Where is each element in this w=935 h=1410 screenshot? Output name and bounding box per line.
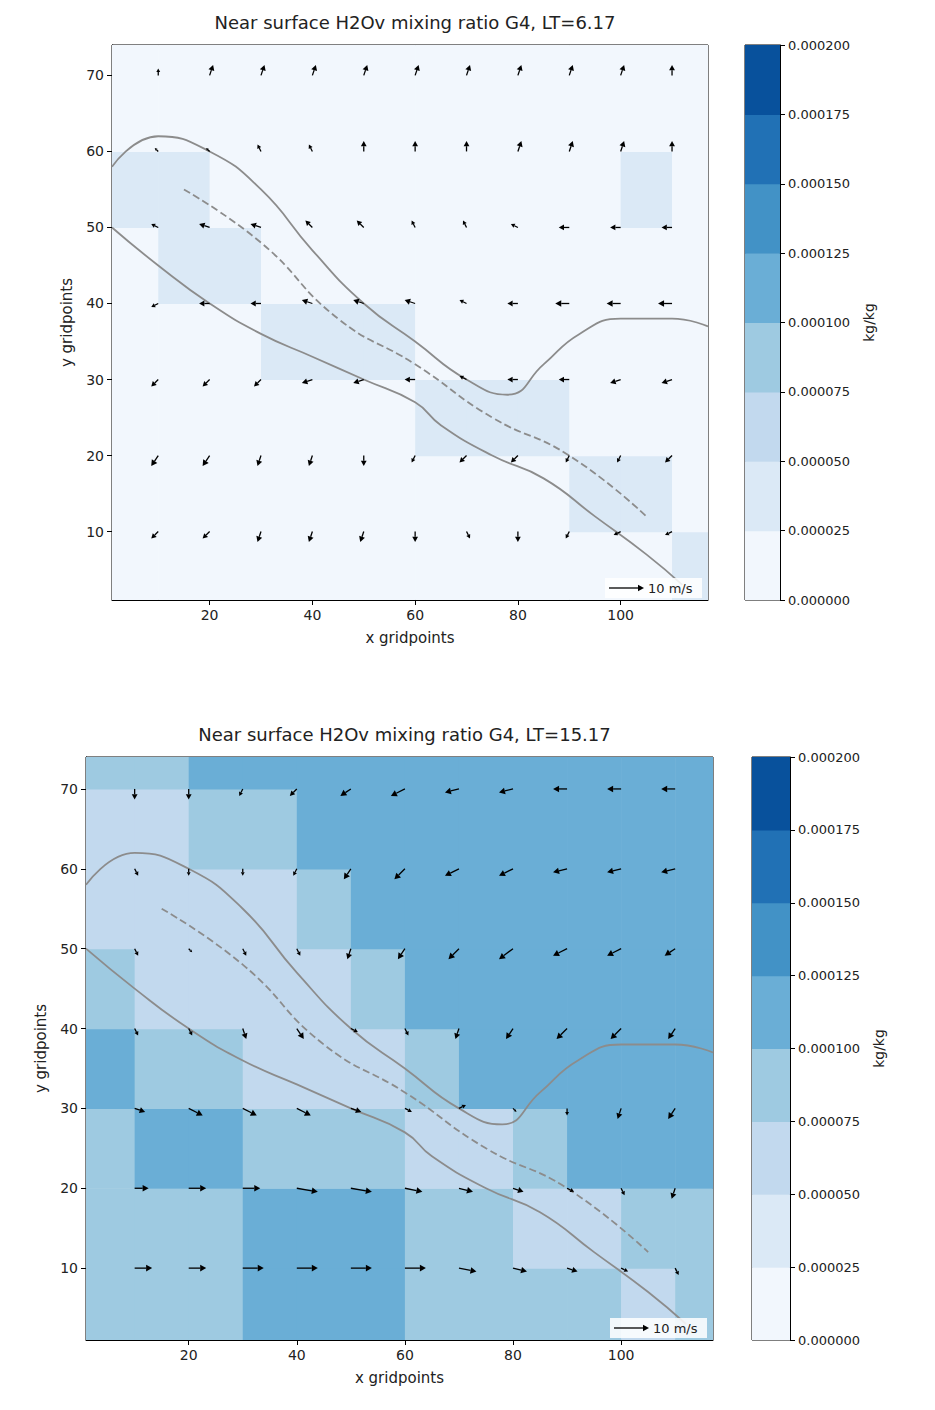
svg-text:0.000200: 0.000200 bbox=[788, 38, 850, 53]
svg-text:10 m/s: 10 m/s bbox=[653, 1321, 698, 1336]
svg-text:kg/kg: kg/kg bbox=[871, 1029, 887, 1068]
svg-text:50: 50 bbox=[86, 219, 104, 235]
svg-text:0.000100: 0.000100 bbox=[798, 1041, 860, 1056]
svg-text:0.000125: 0.000125 bbox=[788, 246, 850, 261]
svg-text:100: 100 bbox=[608, 1347, 635, 1363]
svg-text:0.000075: 0.000075 bbox=[788, 384, 850, 399]
svg-text:60: 60 bbox=[406, 607, 424, 623]
svg-text:0.000125: 0.000125 bbox=[798, 968, 860, 983]
svg-text:20: 20 bbox=[86, 448, 104, 464]
svg-text:0.000175: 0.000175 bbox=[788, 107, 850, 122]
svg-text:0.000000: 0.000000 bbox=[788, 593, 850, 608]
svg-text:0.000175: 0.000175 bbox=[798, 822, 860, 837]
svg-text:40: 40 bbox=[60, 1021, 78, 1037]
svg-text:20: 20 bbox=[60, 1180, 78, 1196]
svg-text:30: 30 bbox=[60, 1100, 78, 1116]
svg-text:Near surface H2Ov mixing ratio: Near surface H2Ov mixing ratio G4, LT=15… bbox=[198, 724, 610, 745]
svg-text:x gridpoints: x gridpoints bbox=[355, 1369, 444, 1387]
svg-text:60: 60 bbox=[396, 1347, 414, 1363]
svg-text:x gridpoints: x gridpoints bbox=[365, 629, 454, 647]
svg-text:0.000050: 0.000050 bbox=[798, 1187, 860, 1202]
svg-text:40: 40 bbox=[303, 607, 321, 623]
svg-text:30: 30 bbox=[86, 372, 104, 388]
svg-text:40: 40 bbox=[288, 1347, 306, 1363]
svg-text:Near surface H2Ov mixing ratio: Near surface H2Ov mixing ratio G4, LT=6.… bbox=[215, 12, 616, 33]
svg-text:10: 10 bbox=[60, 1260, 78, 1276]
svg-text:70: 70 bbox=[60, 781, 78, 797]
svg-text:60: 60 bbox=[60, 861, 78, 877]
svg-text:70: 70 bbox=[86, 67, 104, 83]
svg-text:0.000025: 0.000025 bbox=[788, 523, 850, 538]
svg-text:20: 20 bbox=[180, 1347, 198, 1363]
svg-text:0.000150: 0.000150 bbox=[798, 895, 860, 910]
svg-text:0.000075: 0.000075 bbox=[798, 1114, 860, 1129]
svg-text:100: 100 bbox=[607, 607, 634, 623]
svg-text:0.000150: 0.000150 bbox=[788, 176, 850, 191]
svg-text:80: 80 bbox=[509, 607, 527, 623]
svg-text:10 m/s: 10 m/s bbox=[648, 581, 693, 596]
svg-text:0.000000: 0.000000 bbox=[798, 1333, 860, 1348]
svg-text:y gridpoints: y gridpoints bbox=[58, 278, 76, 367]
svg-text:40: 40 bbox=[86, 295, 104, 311]
svg-text:60: 60 bbox=[86, 143, 104, 159]
svg-text:y gridpoints: y gridpoints bbox=[32, 1004, 50, 1093]
svg-text:0.000025: 0.000025 bbox=[798, 1260, 860, 1275]
svg-text:0.000050: 0.000050 bbox=[788, 454, 850, 469]
svg-text:kg/kg: kg/kg bbox=[861, 303, 877, 342]
svg-text:80: 80 bbox=[504, 1347, 522, 1363]
svg-text:10: 10 bbox=[86, 524, 104, 540]
svg-text:0.000200: 0.000200 bbox=[798, 750, 860, 765]
svg-text:50: 50 bbox=[60, 941, 78, 957]
svg-text:0.000100: 0.000100 bbox=[788, 315, 850, 330]
svg-text:20: 20 bbox=[201, 607, 219, 623]
